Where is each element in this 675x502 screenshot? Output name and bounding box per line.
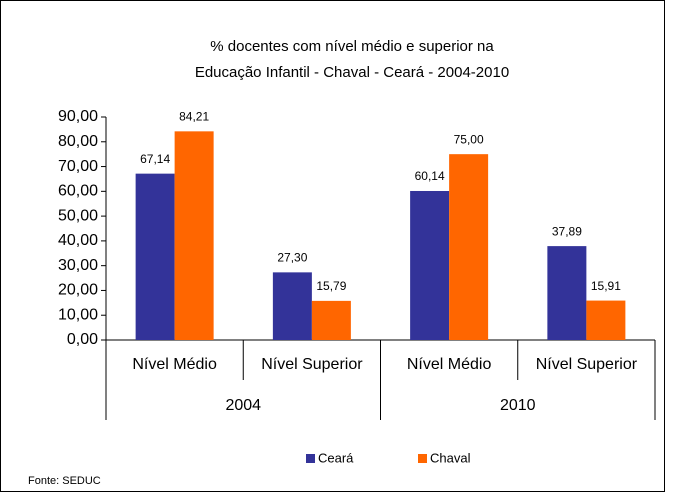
x-tick-label: Nível Superior [261,356,363,373]
y-tick-label: 20,00 [58,282,98,299]
bar [547,246,587,340]
data-label: 67,14 [140,152,170,166]
legend-swatch [418,454,427,463]
source-note: Fonte: SEDUC [28,475,101,487]
legend-label: Chaval [430,450,471,465]
legend-swatch [306,454,315,463]
x-tick-label: Nível Superior [536,356,638,373]
y-tick-label: 10,00 [58,306,98,323]
y-tick-label: 70,00 [58,158,98,175]
x-tick-label: Nível Médio [132,356,217,373]
chart-title: % docentes com nível médio e superior na [210,38,494,55]
y-tick-label: 50,00 [58,207,98,224]
bar [586,300,626,340]
bar [174,131,214,340]
legend-label: Ceará [318,450,354,465]
y-tick-label: 80,00 [58,133,98,150]
x-tick-label: Nível Médio [407,356,492,373]
y-tick-label: 40,00 [58,232,98,249]
bar [410,190,450,340]
y-tick-label: 30,00 [58,257,98,274]
data-label: 75,00 [454,132,484,146]
chart-border [0,0,665,492]
group-label: 2010 [500,397,536,414]
y-tick-label: 0,00 [67,331,98,348]
bar [449,154,489,340]
y-tick-label: 60,00 [58,183,98,200]
data-label: 15,91 [591,279,621,293]
bar [135,173,175,340]
data-label: 84,21 [179,110,209,124]
bar [272,272,312,340]
data-label: 60,14 [415,169,445,183]
bar [311,300,351,340]
data-label: 27,30 [277,251,307,265]
y-tick-label: 90,00 [58,108,98,125]
data-label: 15,79 [316,279,346,293]
data-label: 37,89 [552,224,582,238]
chart-title: Educação Infantil - Chaval - Ceará - 200… [195,64,509,81]
group-label: 2004 [225,397,261,414]
